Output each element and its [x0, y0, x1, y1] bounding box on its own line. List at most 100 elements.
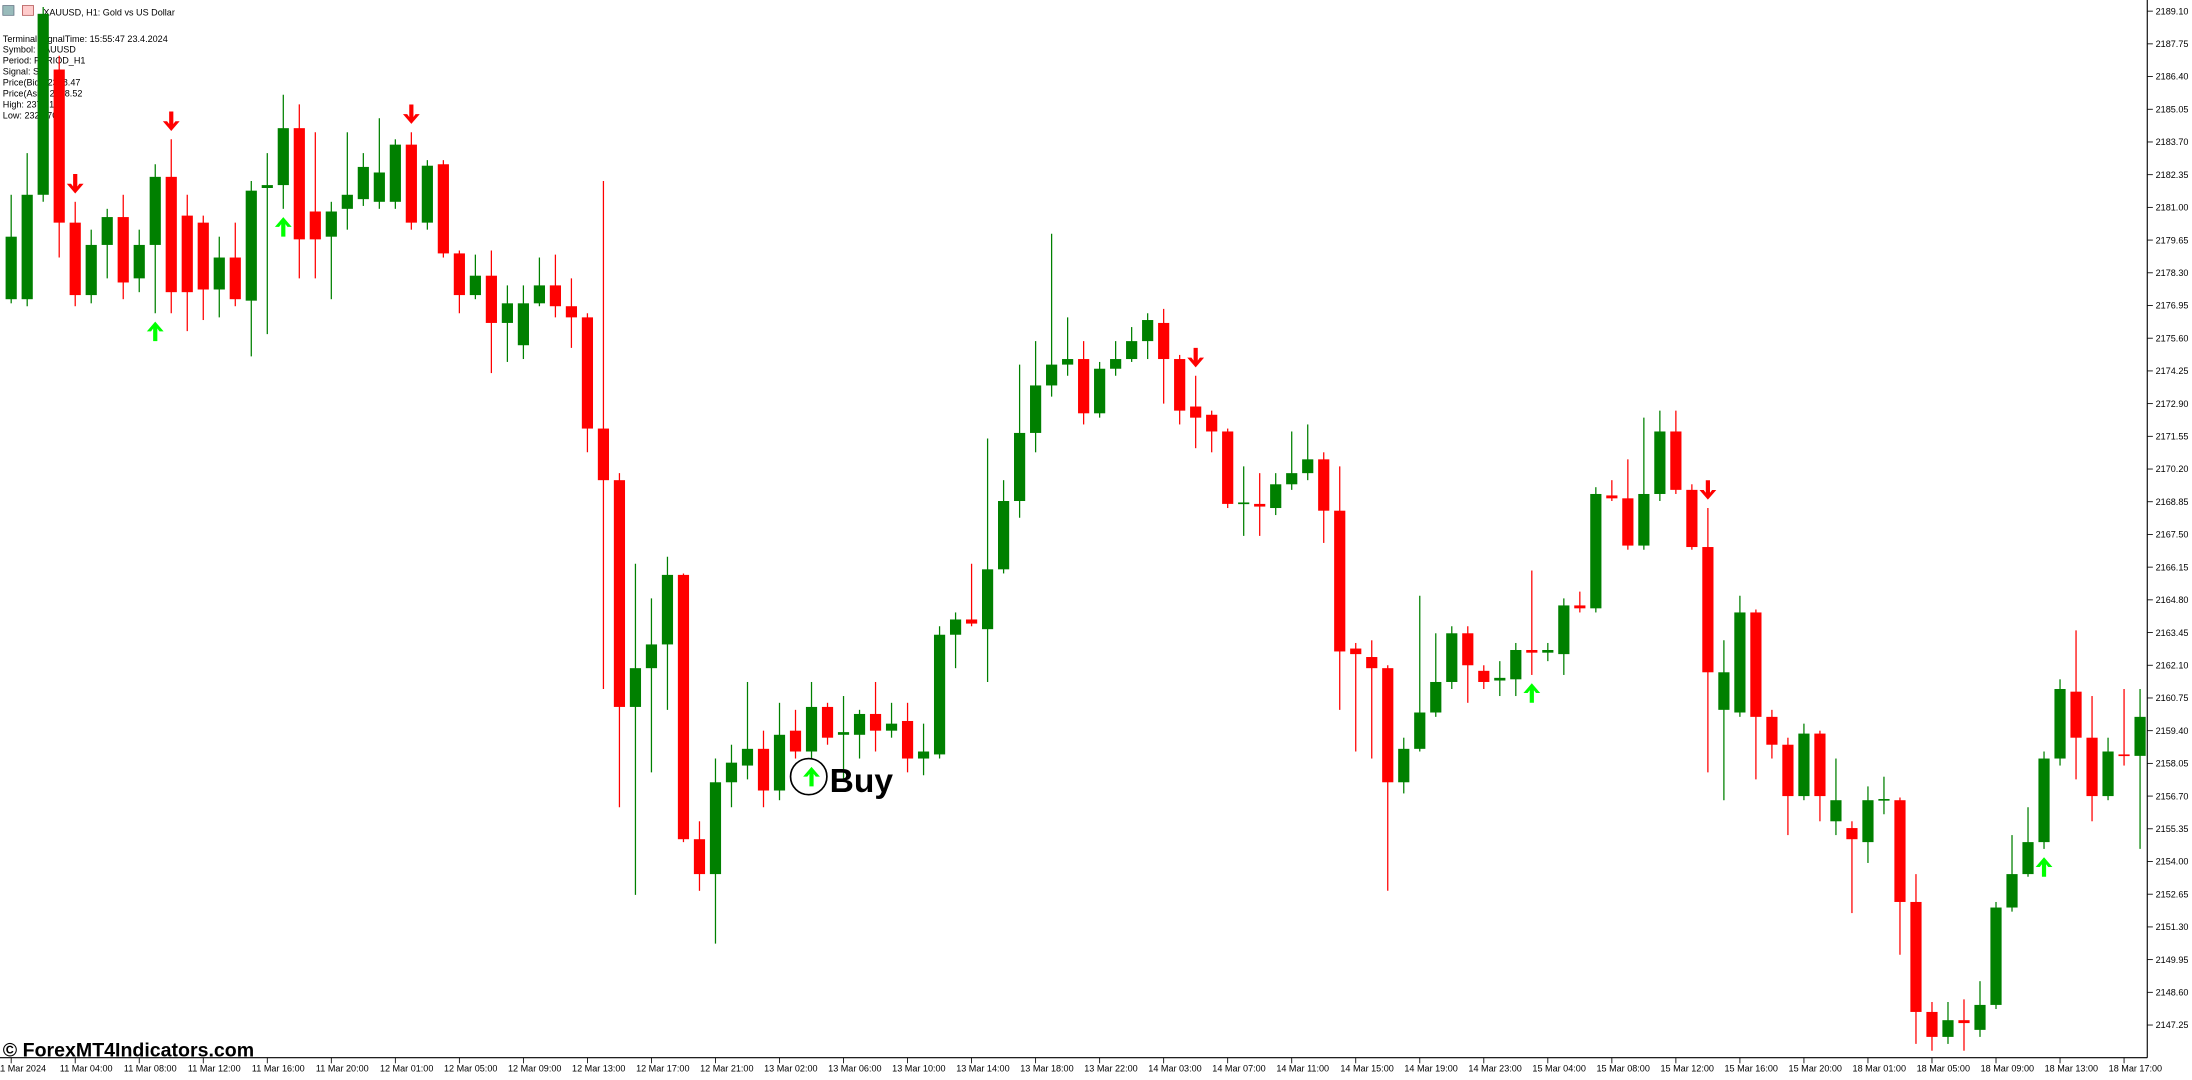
x-tick-label: 12 Mar 13:00	[572, 1064, 625, 1074]
candle-body	[37, 13, 49, 195]
candle-body	[1734, 612, 1746, 713]
candle-body	[469, 275, 481, 296]
candle-body	[645, 644, 658, 669]
y-tick-label: 2158.05	[2156, 759, 2189, 769]
candle-body	[2022, 842, 2034, 875]
candle-body	[1158, 322, 1170, 360]
candle-body	[501, 303, 513, 323]
candle-body	[1670, 431, 1682, 490]
x-tick-label: 18 Mar 05:00	[1917, 1064, 1970, 1074]
sell-arrow	[402, 104, 420, 124]
candle-body	[453, 253, 465, 296]
candle-body	[1510, 649, 1522, 680]
x-tick-label: 15 Mar 12:00	[1660, 1064, 1713, 1074]
candle-body	[1350, 648, 1362, 655]
candle-body	[1366, 657, 1378, 669]
info-line: Low: 2327.70	[3, 111, 57, 121]
candle-body	[725, 762, 738, 783]
candle-body	[1894, 800, 1906, 902]
candle-body	[1398, 748, 1410, 783]
y-tick-label: 2175.60	[2156, 333, 2189, 343]
x-tick-label: 11 Mar 12:00	[188, 1064, 241, 1074]
candle-body	[245, 190, 257, 301]
y-tick-label: 2168.85	[2156, 497, 2189, 507]
candle-body	[1110, 359, 1122, 369]
y-tick-label: 2151.30	[2156, 922, 2189, 932]
x-tick-label: 15 Mar 04:00	[1532, 1064, 1585, 1074]
info-line: Signal: Sell	[3, 67, 48, 77]
candle-body	[1606, 495, 1618, 499]
candle-body	[869, 713, 882, 731]
candle-body	[1718, 672, 1730, 710]
x-tick-label: 14 Mar 19:00	[1404, 1064, 1457, 1074]
info-line: High: 2376.17	[3, 100, 59, 110]
candle-body	[805, 706, 818, 752]
candle-body	[789, 730, 802, 752]
x-tick-label: 12 Mar 01:00	[380, 1064, 433, 1074]
candle-body	[1286, 473, 1298, 485]
x-tick-label: 12 Mar 09:00	[508, 1064, 561, 1074]
y-tick-label: 2148.60	[2156, 988, 2189, 998]
candle-body	[1814, 733, 1826, 797]
y-tick-label: 2164.80	[2156, 595, 2189, 605]
y-tick-label: 2170.20	[2156, 464, 2189, 474]
candle-body	[1318, 459, 1330, 511]
x-tick-label: 14 Mar 03:00	[1148, 1064, 1201, 1074]
x-tick-label: 15 Mar 16:00	[1725, 1064, 1778, 1074]
candle-body	[325, 211, 337, 237]
candle-body	[1974, 1004, 1986, 1030]
candle-body	[293, 128, 305, 240]
candle-body	[1462, 633, 1474, 666]
candle-body	[1062, 359, 1074, 365]
candle-body	[373, 172, 385, 202]
y-tick-label: 2186.40	[2156, 72, 2189, 82]
x-tick-label: 15 Mar 20:00	[1789, 1064, 1842, 1074]
candle-body	[2054, 689, 2066, 759]
candle-body	[885, 723, 898, 731]
candle-body	[1558, 605, 1570, 655]
candle-body	[1126, 341, 1138, 360]
candle-body	[677, 574, 690, 840]
candle-body	[1926, 1011, 1938, 1037]
y-tick-label: 2149.95	[2156, 955, 2189, 965]
candle-body	[197, 222, 209, 290]
x-tick-label: 15 Mar 08:00	[1596, 1064, 1649, 1074]
x-tick-label: 13 Mar 22:00	[1084, 1064, 1137, 1074]
x-tick-label: 11 Mar 2024	[0, 1064, 46, 1074]
candle-body	[549, 285, 562, 307]
candle-body	[357, 166, 369, 200]
candle-body	[693, 839, 706, 875]
candle-body	[485, 275, 497, 323]
candle-body	[1958, 1020, 1970, 1024]
sell-arrow	[66, 173, 84, 194]
y-tick-label: 2162.10	[2156, 660, 2189, 670]
candle-body	[1478, 670, 1490, 682]
candle-body	[629, 668, 642, 707]
y-tick-label: 2156.70	[2156, 791, 2189, 801]
candle-body	[1238, 502, 1250, 505]
x-tick-label: 13 Mar 02:00	[764, 1064, 817, 1074]
x-tick-label: 13 Mar 18:00	[1020, 1064, 1073, 1074]
candle-body	[341, 194, 353, 209]
icon	[22, 5, 34, 16]
candle-body	[405, 144, 417, 223]
candle-body	[53, 69, 65, 223]
candle-body	[853, 713, 866, 735]
candle-body	[2038, 758, 2050, 843]
icon	[2, 5, 15, 16]
candle-body	[998, 501, 1010, 570]
candle-body	[2086, 737, 2098, 797]
candle-body	[165, 176, 177, 293]
y-tick-label: 2187.75	[2156, 39, 2189, 49]
candle-body	[1206, 414, 1218, 432]
candle-body	[1078, 359, 1090, 414]
candle-body	[1190, 406, 1202, 418]
y-tick-label: 2160.75	[2156, 693, 2189, 703]
candle-body	[1094, 368, 1106, 414]
sell-arrow	[162, 111, 180, 131]
y-tick-label: 2182.35	[2156, 170, 2189, 180]
x-tick-label: 13 Mar 06:00	[828, 1064, 881, 1074]
candle-body	[661, 574, 674, 645]
watermark: © ForexMT4Indicators.com	[3, 1039, 254, 1061]
sell-arrow	[1699, 480, 1717, 500]
